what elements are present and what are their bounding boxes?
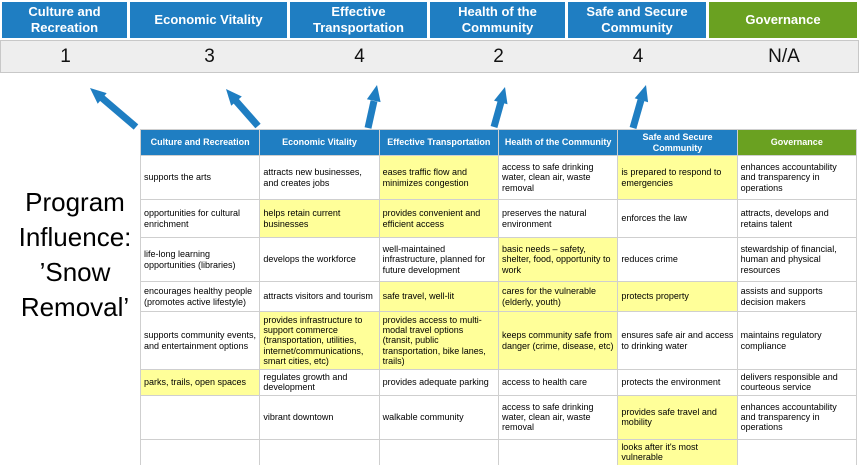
matrix-cell: enhances accountability and transparency…: [736, 394, 858, 440]
summary-header-safe-and-secure-community: Safe and Secure Community: [568, 2, 706, 38]
up-arrow-icon: [364, 85, 381, 129]
matrix-header-health-of-the-community: Health of the Community: [497, 129, 619, 156]
matrix-cell: protects the environment: [617, 369, 738, 396]
matrix-cell: life-long learning opportunities (librar…: [139, 237, 261, 282]
up-arrow-icon: [490, 87, 508, 128]
matrix-cell: maintains regulatory compliance: [736, 311, 858, 370]
matrix-cell: enhances accountability and transparency…: [736, 155, 858, 200]
score-economic-vitality: 3: [204, 45, 215, 67]
matrix-cell: preserves the natural environment: [497, 199, 619, 238]
matrix-cell: provides convenient and efficient access: [378, 199, 499, 238]
matrix-cell: provides infrastructure to support comme…: [259, 311, 380, 370]
matrix-cell: access to safe drinking water, clean air…: [497, 155, 619, 200]
table-row: opportunities for cultural enrichment he…: [139, 199, 858, 238]
table-row: looks after it's most vulnerable: [139, 438, 858, 465]
matrix-cell: keeps community safe from danger (crime,…: [497, 311, 619, 370]
table-row: supports community events, and entertain…: [139, 311, 858, 370]
matrix-cell: is prepared to respond to emergencies: [617, 155, 738, 200]
matrix-cell: access to health care: [497, 369, 619, 396]
table-row: vibrant downtown walkable community acce…: [139, 394, 858, 440]
matrix-cell: vibrant downtown: [259, 394, 380, 440]
matrix-header-row: Culture and Recreation Economic Vitality…: [139, 129, 858, 156]
matrix-cell: looks after it's most vulnerable: [617, 438, 738, 465]
score-health-of-the-community: 2: [493, 45, 504, 67]
matrix-cell: basic needs – safety, shelter, food, opp…: [497, 237, 619, 282]
matrix-cell: [736, 438, 858, 465]
matrix-cell: stewardship of financial, human and phys…: [736, 237, 858, 282]
matrix-cell: [139, 438, 261, 465]
matrix-cell: access to safe drinking water, clean air…: [497, 394, 619, 440]
matrix-cell: provides safe travel and mobility: [617, 394, 738, 440]
matrix-cell: opportunities for cultural enrichment: [139, 199, 261, 238]
score-safe-and-secure-community: 4: [632, 45, 644, 67]
program-influence-title: Program Influence: ’Snow Removal’: [18, 187, 132, 323]
matrix-cell: helps retain current businesses: [259, 199, 380, 238]
matrix-cell: reduces crime: [617, 237, 738, 282]
matrix-header-culture-and-recreation: Culture and Recreation: [139, 129, 261, 156]
matrix-header-safe-and-secure-community: Safe and Secure Community: [617, 129, 738, 156]
table-row: life-long learning opportunities (librar…: [139, 237, 858, 282]
matrix-cell: protects property: [617, 281, 738, 312]
table-row: encourages healthy people (promotes acti…: [139, 281, 858, 312]
matrix-cell: well-maintained infrastructure, planned …: [378, 237, 499, 282]
table-row: parks, trails, open spaces regulates gro…: [139, 369, 858, 396]
matrix-header-economic-vitality: Economic Vitality: [259, 129, 380, 156]
matrix-cell: ensures safe air and access to drinking …: [617, 311, 738, 370]
summary-header-effective-transportation: Effective Transportation: [290, 2, 427, 38]
matrix-cell: attracts visitors and tourism: [259, 281, 380, 312]
summary-header-governance: Governance: [709, 2, 857, 38]
matrix-cell: attracts, develops and retains talent: [736, 199, 858, 238]
matrix-header-governance: Governance: [736, 129, 858, 156]
matrix-cell: parks, trails, open spaces: [139, 369, 261, 396]
matrix-cell: eases traffic flow and minimizes congest…: [378, 155, 499, 200]
matrix-cell: [497, 438, 619, 465]
summary-header-row: Culture and Recreation Economic Vitality…: [0, 2, 857, 38]
matrix-cell: supports community events, and entertain…: [139, 311, 261, 370]
matrix-cell: [139, 394, 261, 440]
matrix-cell: attracts new businesses, and creates job…: [259, 155, 380, 200]
matrix-cell: enforces the law: [617, 199, 738, 238]
matrix-cell: walkable community: [378, 394, 499, 440]
matrix-cell: assists and supports decision makers: [736, 281, 858, 312]
matrix-cell: encourages healthy people (promotes acti…: [139, 281, 261, 312]
matrix-cell: safe travel, well-lit: [378, 281, 499, 312]
score-culture-and-recreation: 1: [60, 45, 71, 67]
matrix-cell: develops the workforce: [259, 237, 380, 282]
matrix-cell: regulates growth and development: [259, 369, 380, 396]
summary-header-economic-vitality: Economic Vitality: [130, 2, 287, 38]
influence-matrix-table: Culture and Recreation Economic Vitality…: [139, 129, 858, 465]
matrix-header-effective-transportation: Effective Transportation: [378, 129, 499, 156]
up-arrow-icon: [226, 89, 261, 129]
table-row: supports the arts attracts new businesse…: [139, 155, 858, 200]
summary-header-culture-and-recreation: Culture and Recreation: [2, 2, 127, 38]
summary-score-row: 1 3 4 2 4 N/A: [0, 40, 859, 73]
matrix-cell: delivers responsible and courteous servi…: [736, 369, 858, 396]
matrix-cell: [378, 438, 499, 465]
score-effective-transportation: 4: [354, 45, 365, 67]
up-arrow-icon: [90, 88, 139, 130]
matrix-cell: [259, 438, 380, 465]
matrix-cell: cares for the vulnerable (elderly, youth…: [497, 281, 619, 312]
matrix-cell: provides adequate parking: [378, 369, 499, 396]
matrix-cell: supports the arts: [139, 155, 261, 200]
up-arrow-icon: [629, 85, 649, 129]
summary-header-health-of-the-community: Health of the Community: [430, 2, 565, 38]
score-governance: N/A: [768, 45, 800, 67]
matrix-cell: provides access to multi-modal travel op…: [378, 311, 499, 370]
